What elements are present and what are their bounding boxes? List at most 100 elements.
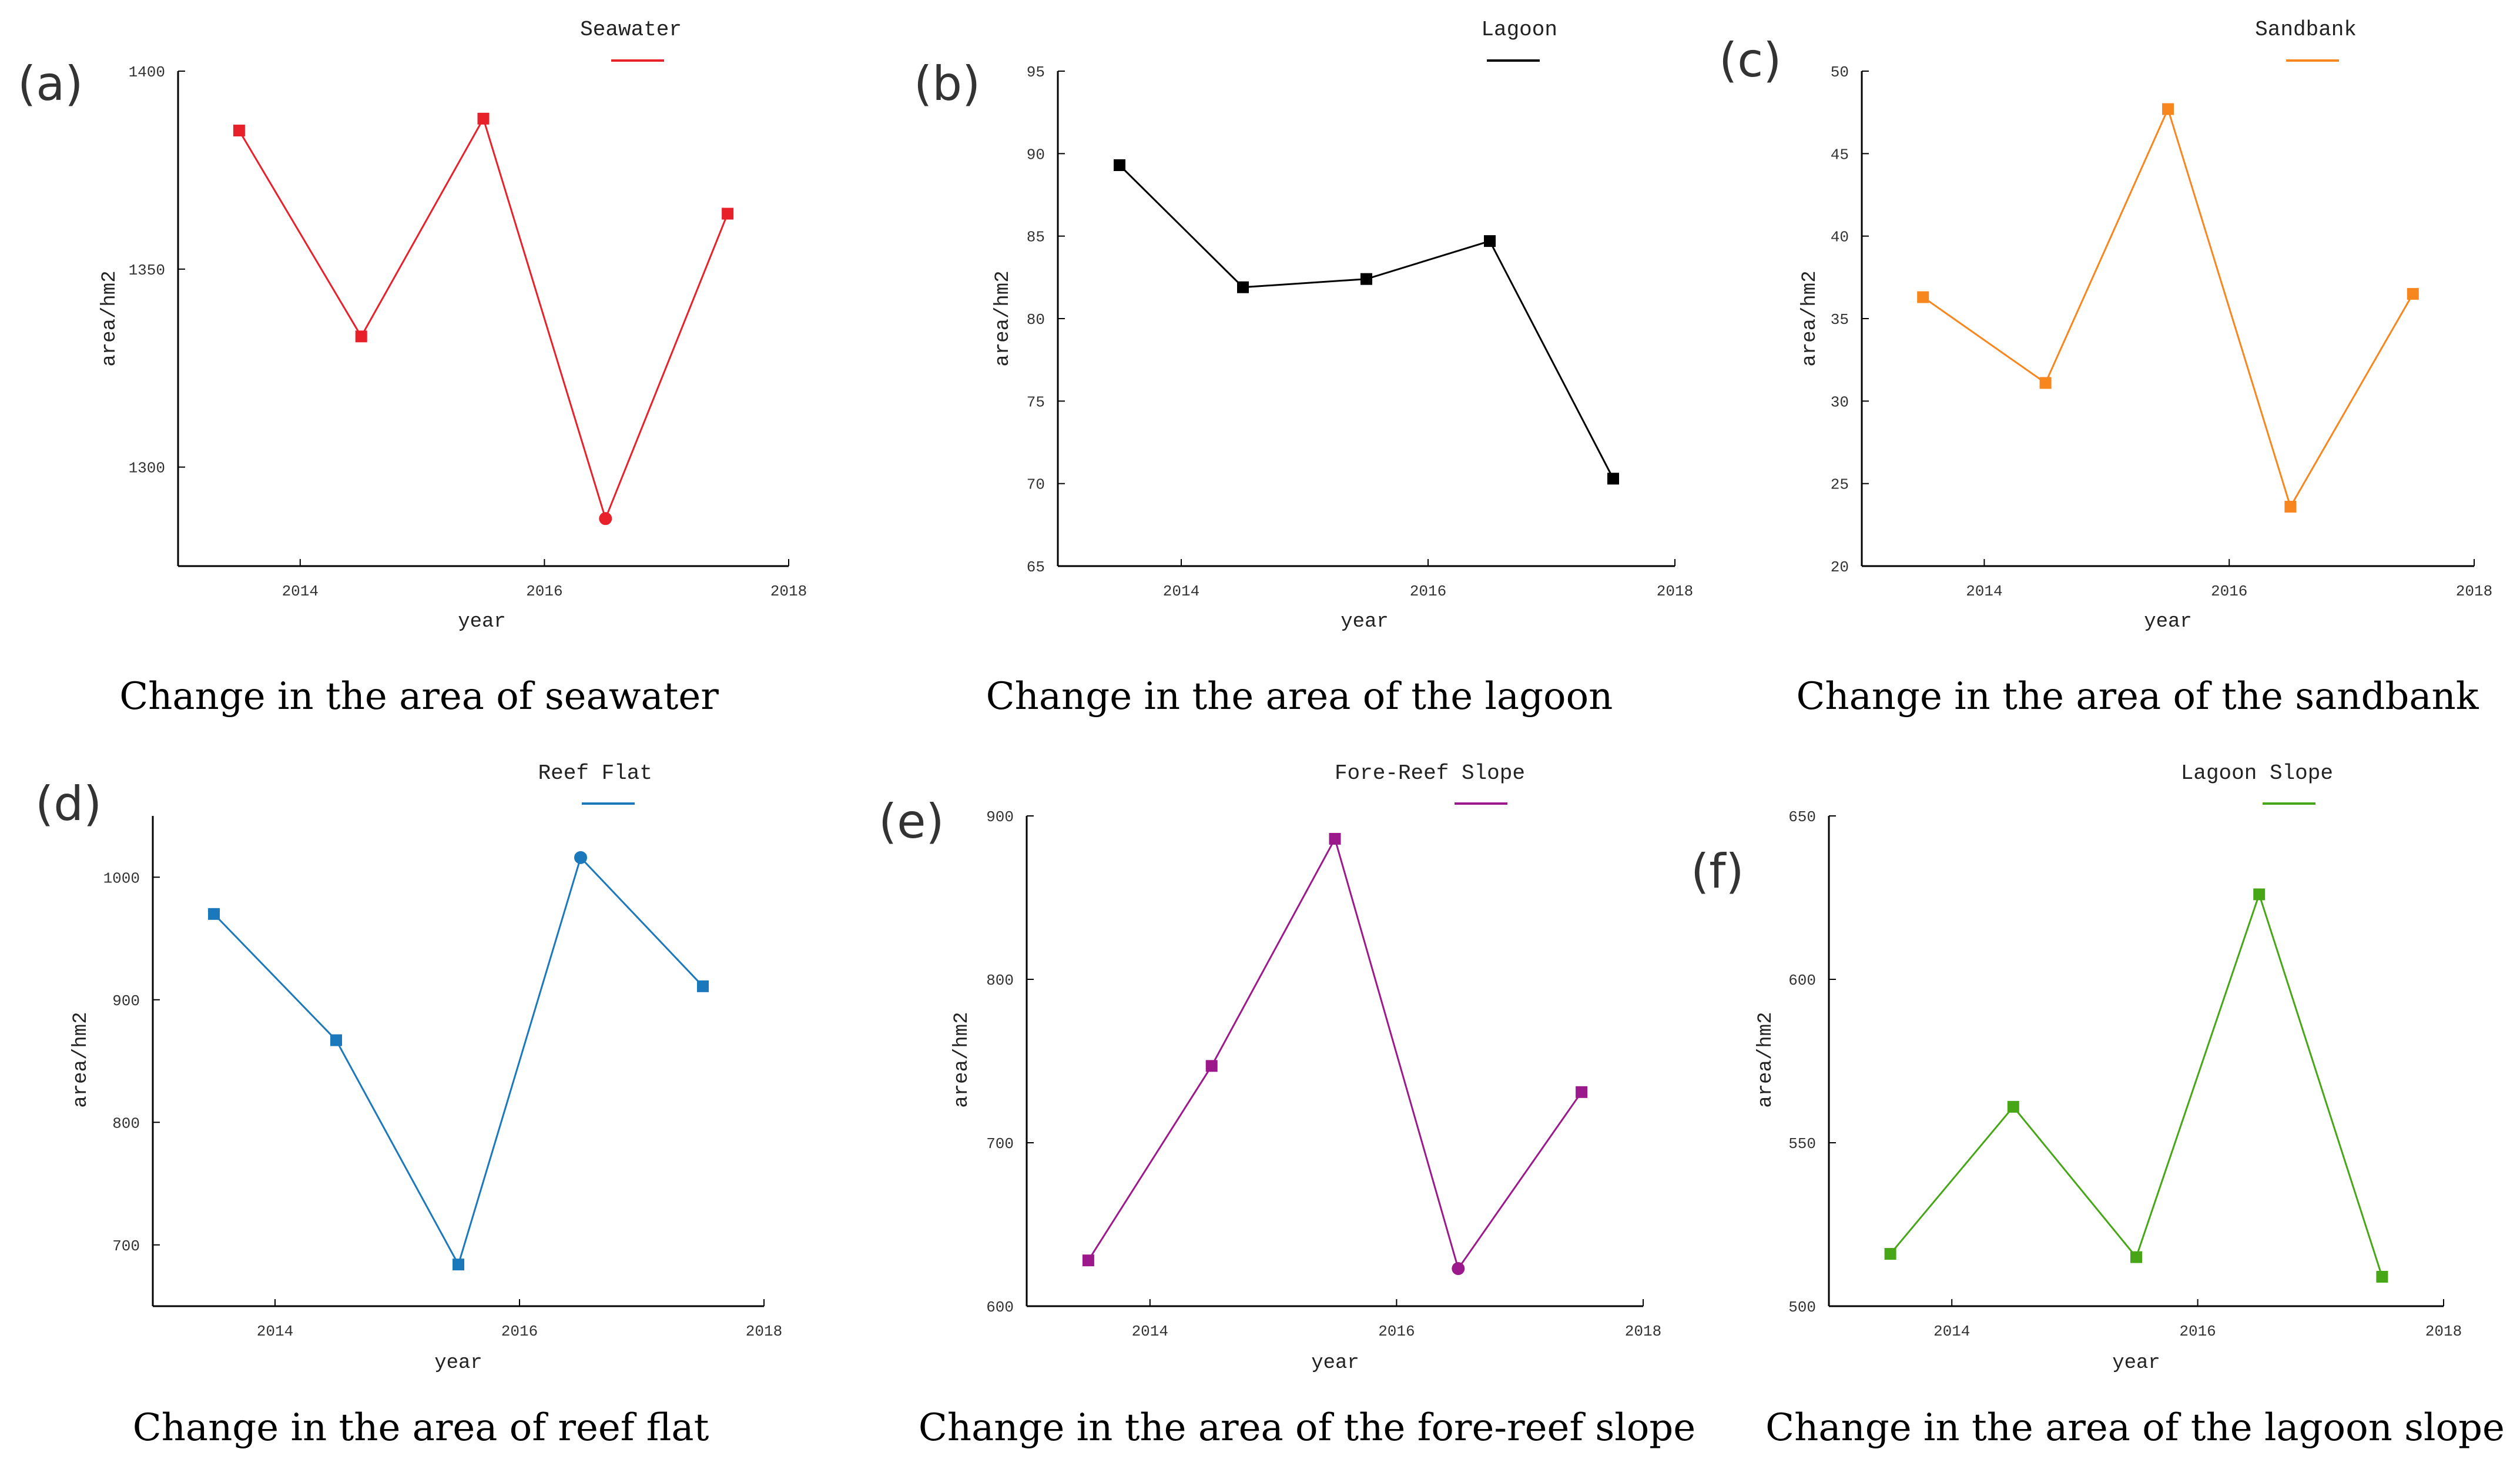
series-line bbox=[238, 116, 729, 521]
legend-label: Sandbank bbox=[2255, 18, 2357, 42]
data-point bbox=[697, 980, 709, 992]
y-ticks: 600 700 800 900 bbox=[986, 808, 1034, 1316]
data-point bbox=[2162, 103, 2174, 115]
data-point bbox=[1452, 1262, 1465, 1276]
y-tick-label: 95 bbox=[1027, 63, 1045, 81]
y-axis-label: area/hm2 bbox=[70, 1012, 92, 1107]
data-markers bbox=[1917, 103, 2419, 513]
x-axis-label: year bbox=[1311, 1352, 1359, 1374]
data-point bbox=[1237, 281, 1249, 293]
chart-panel-d: 700 800 900 1000 2014 2016 2018 (d) Reef Flat… bbox=[35, 761, 782, 1450]
data-point bbox=[2284, 500, 2297, 513]
y-ticks: 1300 1350 1400 bbox=[129, 63, 185, 477]
x-tick-label: 2018 bbox=[1657, 583, 1693, 600]
data-point bbox=[574, 851, 587, 864]
data-point bbox=[1884, 1248, 1896, 1260]
x-ticks: 2014 2016 2018 bbox=[1163, 559, 1693, 600]
x-tick-label: 2016 bbox=[501, 1323, 538, 1340]
y-tick-label: 65 bbox=[1027, 558, 1045, 576]
chart-panel-c: 20 25 30 35 40 45 50 2014 2016 2018 (c) Sandbank… bbox=[1719, 18, 2492, 718]
y-tick-label: 30 bbox=[1831, 393, 1849, 411]
data-markers bbox=[1082, 832, 1588, 1276]
y-tick-label: 900 bbox=[112, 992, 140, 1010]
legend-label: Lagoon Slope bbox=[2181, 761, 2333, 785]
y-tick-label: 20 bbox=[1831, 558, 1849, 576]
x-tick-label: 2018 bbox=[770, 583, 807, 600]
chart-panel-f: 500 550 600 650 2014 2016 2018 (f) Lagoon Slo… bbox=[1691, 761, 2505, 1450]
x-axis-label: year bbox=[2112, 1352, 2160, 1374]
x-tick-label: 2014 bbox=[282, 583, 319, 600]
chart-panel-a: 1300 1350 1400 2014 2016 2018 (a) Seawater y… bbox=[18, 18, 807, 718]
y-tick-label: 1300 bbox=[129, 460, 165, 477]
y-tick-label: 85 bbox=[1027, 229, 1045, 246]
data-point bbox=[355, 330, 367, 343]
data-point bbox=[599, 512, 612, 526]
x-axis-label: year bbox=[434, 1352, 482, 1374]
y-tick-label: 40 bbox=[1831, 229, 1849, 246]
x-ticks: 2014 2016 2018 bbox=[257, 1299, 782, 1340]
y-axis-label: area/hm2 bbox=[1755, 1012, 1777, 1107]
series-line bbox=[1922, 106, 2414, 509]
chart-caption: Change in the area of reef flat bbox=[133, 1406, 709, 1450]
chart-caption: Change in the area of the lagoon slope bbox=[1765, 1406, 2505, 1450]
chart-caption: Change in the area of the fore-reef slop… bbox=[919, 1406, 1695, 1450]
legend-label: Fore-Reef Slope bbox=[1335, 761, 1525, 785]
y-tick-label: 75 bbox=[1027, 393, 1045, 411]
data-point bbox=[1917, 291, 1929, 303]
data-point bbox=[2253, 888, 2266, 901]
chart-caption: Change in the area of the sandbank bbox=[1796, 675, 2479, 718]
data-point bbox=[722, 208, 734, 220]
data-point bbox=[2376, 1270, 2388, 1283]
chart-panel-e: 600 700 800 900 2014 2016 2018 (e) Fore-Reef … bbox=[879, 761, 1695, 1450]
x-tick-label: 2014 bbox=[1132, 1323, 1168, 1340]
x-tick-label: 2014 bbox=[1163, 583, 1199, 600]
y-tick-label: 700 bbox=[986, 1135, 1014, 1153]
y-axis-label: area/hm2 bbox=[1799, 270, 1821, 366]
x-tick-label: 2016 bbox=[2179, 1323, 2216, 1340]
y-tick-label: 550 bbox=[1788, 1135, 1816, 1153]
y-tick-label: 50 bbox=[1831, 63, 1849, 81]
y-tick-label: 900 bbox=[986, 808, 1014, 826]
y-tick-label: 1350 bbox=[129, 262, 165, 279]
x-tick-label: 2018 bbox=[746, 1323, 782, 1340]
data-point bbox=[2407, 287, 2419, 300]
data-point bbox=[2007, 1100, 2019, 1113]
series-line bbox=[1118, 164, 1614, 479]
data-point bbox=[1576, 1086, 1588, 1098]
data-point bbox=[477, 112, 490, 125]
y-tick-label: 1000 bbox=[103, 869, 140, 887]
y-tick-label: 600 bbox=[1788, 972, 1816, 989]
x-ticks: 2014 2016 2018 bbox=[1132, 1299, 1661, 1340]
y-ticks: 20 25 30 35 40 45 50 bbox=[1831, 63, 1869, 576]
y-tick-label: 500 bbox=[1788, 1299, 1816, 1316]
y-tick-label: 25 bbox=[1831, 476, 1849, 494]
data-markers bbox=[1884, 888, 2388, 1283]
panel-label: (e) bbox=[879, 794, 944, 849]
x-axis-label: year bbox=[1341, 611, 1389, 633]
data-markers bbox=[233, 112, 734, 526]
legend-label: Seawater bbox=[580, 18, 682, 42]
y-tick-label: 650 bbox=[1788, 808, 1816, 826]
y-tick-label: 600 bbox=[986, 1299, 1014, 1316]
panel-label: (c) bbox=[1719, 33, 1781, 88]
x-tick-label: 2014 bbox=[1933, 1323, 1970, 1340]
chart-caption: Change in the area of the lagoon bbox=[986, 675, 1613, 718]
y-tick-label: 45 bbox=[1831, 146, 1849, 163]
x-ticks: 2014 2016 2018 bbox=[282, 559, 807, 600]
x-axis-label: year bbox=[2144, 611, 2192, 633]
x-tick-label: 2014 bbox=[257, 1323, 293, 1340]
data-point bbox=[1360, 273, 1372, 285]
y-tick-label: 35 bbox=[1831, 311, 1849, 329]
chart-caption: Change in the area of seawater bbox=[119, 675, 719, 718]
y-tick-label: 700 bbox=[112, 1237, 140, 1255]
x-tick-label: 2018 bbox=[2425, 1323, 2462, 1340]
chart-panel-b: 65 70 75 80 85 90 95 2014 2016 2018 (b) Lagoon y… bbox=[914, 18, 1693, 718]
y-tick-label: 80 bbox=[1027, 311, 1045, 329]
x-ticks: 2014 2016 2018 bbox=[1966, 559, 2492, 600]
y-ticks: 700 800 900 1000 bbox=[103, 869, 160, 1255]
series-line bbox=[1087, 836, 1583, 1271]
y-axis-label: area/hm2 bbox=[992, 270, 1014, 366]
data-point bbox=[1082, 1254, 1094, 1267]
data-markers bbox=[208, 851, 709, 1271]
data-point bbox=[1329, 832, 1341, 845]
